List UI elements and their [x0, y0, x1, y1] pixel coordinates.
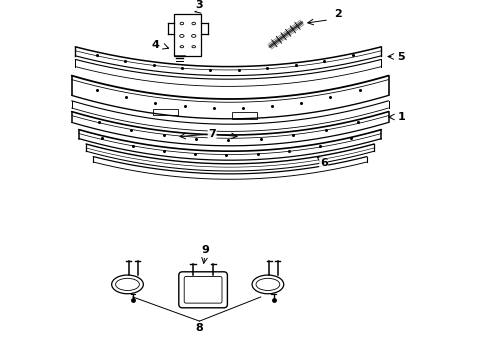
- FancyBboxPatch shape: [184, 276, 222, 303]
- Text: 6: 6: [319, 158, 327, 168]
- Text: 2: 2: [333, 9, 341, 19]
- Ellipse shape: [251, 275, 283, 294]
- Text: 5: 5: [396, 51, 404, 62]
- Ellipse shape: [256, 278, 279, 291]
- Ellipse shape: [111, 275, 143, 294]
- FancyBboxPatch shape: [231, 112, 257, 119]
- FancyBboxPatch shape: [174, 14, 201, 56]
- Ellipse shape: [192, 46, 195, 48]
- Ellipse shape: [115, 278, 139, 291]
- Ellipse shape: [180, 46, 183, 48]
- Text: 7: 7: [208, 129, 216, 139]
- Text: 4: 4: [151, 40, 159, 50]
- Ellipse shape: [192, 22, 195, 25]
- Ellipse shape: [191, 35, 196, 37]
- Text: 3: 3: [195, 0, 202, 10]
- Ellipse shape: [180, 22, 183, 25]
- Text: 1: 1: [396, 112, 404, 122]
- FancyBboxPatch shape: [179, 272, 227, 308]
- FancyBboxPatch shape: [152, 109, 178, 115]
- Ellipse shape: [179, 35, 183, 37]
- Text: 9: 9: [201, 245, 208, 255]
- Text: 8: 8: [195, 323, 203, 333]
